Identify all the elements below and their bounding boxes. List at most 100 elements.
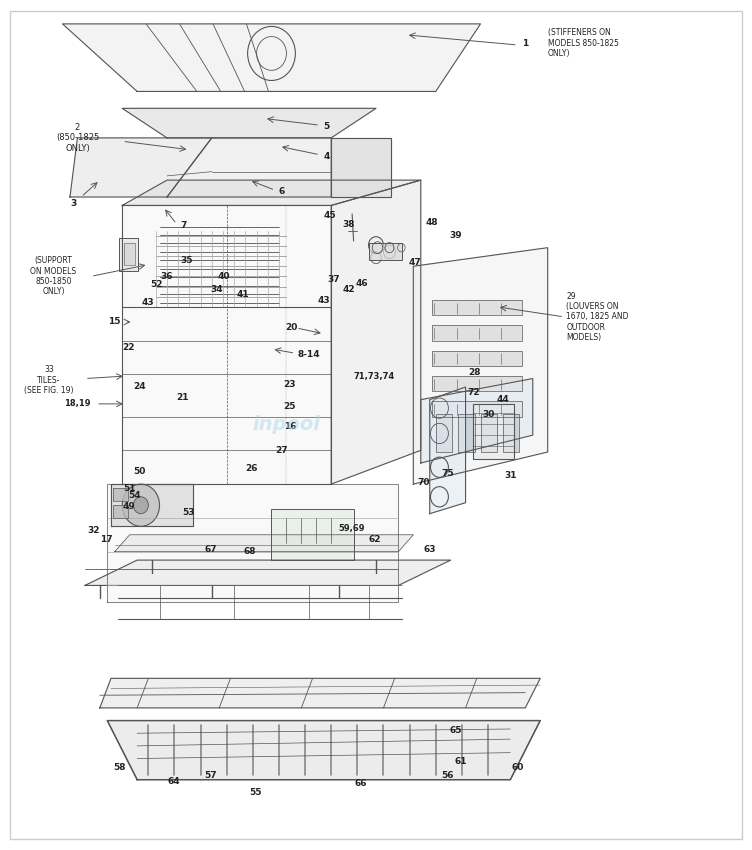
Text: 40: 40 [218,272,230,280]
Text: 41: 41 [236,291,249,299]
Bar [458,414,475,452]
Bar [481,414,497,452]
Text: 58: 58 [114,762,126,772]
Polygon shape [115,535,414,552]
Bar [114,489,128,501]
Text: (STIFFENERS ON
MODELS 850-1825
ONLY): (STIFFENERS ON MODELS 850-1825 ONLY) [547,28,619,58]
Text: 16: 16 [284,422,296,431]
Text: 34: 34 [211,286,223,294]
Text: 23: 23 [284,380,296,389]
Bar [503,414,520,452]
Text: 42: 42 [342,286,355,294]
Circle shape [133,496,148,513]
Text: 72: 72 [468,388,481,398]
Text: 47: 47 [408,258,421,268]
Text: 32: 32 [87,526,100,535]
Text: 63: 63 [423,546,435,554]
Text: 49: 49 [123,502,135,511]
Text: (SUPPORT
ON MODELS
850-1850
ONLY): (SUPPORT ON MODELS 850-1850 ONLY) [31,257,77,297]
Polygon shape [70,138,212,197]
Bar [432,300,522,315]
Text: 5: 5 [324,122,330,132]
Text: 61: 61 [454,756,467,766]
Text: 2
(850-1825
ONLY): 2 (850-1825 ONLY) [56,123,99,153]
Bar [435,414,452,452]
Text: 17: 17 [100,535,113,543]
Bar [503,414,520,452]
Text: 43: 43 [317,296,330,304]
Bar [271,509,353,560]
Text: 20: 20 [285,323,298,332]
Text: 1: 1 [522,39,528,48]
Bar [123,243,135,264]
Bar [368,243,402,260]
Bar [432,326,522,341]
Bar [432,376,522,391]
Text: 25: 25 [284,402,296,411]
Bar [432,376,522,391]
Text: 21: 21 [176,394,189,403]
Text: 37: 37 [328,275,340,284]
Text: 30: 30 [483,411,495,419]
Text: 3: 3 [71,199,77,208]
Polygon shape [429,387,465,513]
Text: 53: 53 [182,508,195,518]
Bar [432,351,522,365]
Text: 39: 39 [449,230,462,240]
Text: 62: 62 [368,535,381,543]
Bar [114,505,128,518]
Text: 15: 15 [108,318,121,326]
Text: 65: 65 [449,726,462,735]
Text: inpool: inpool [253,416,320,434]
Bar [114,489,128,501]
Polygon shape [414,247,547,484]
Text: 8-14: 8-14 [298,350,320,360]
Text: 24: 24 [133,382,146,392]
Polygon shape [123,206,331,484]
Text: 28: 28 [468,368,481,377]
Text: 46: 46 [356,279,368,287]
Bar [123,243,135,264]
Text: 31: 31 [505,471,517,480]
Bar [481,414,497,452]
Bar [473,404,514,459]
Text: 26: 26 [246,464,258,473]
Polygon shape [123,180,421,206]
Circle shape [123,484,159,526]
Text: 66: 66 [355,779,367,789]
Text: 36: 36 [160,272,173,280]
Text: 44: 44 [497,395,510,404]
Bar [271,509,353,560]
Text: 4: 4 [324,152,330,161]
Text: 33
TILES-
(SEE FIG. 19): 33 TILES- (SEE FIG. 19) [24,366,74,395]
Polygon shape [108,721,540,779]
Text: 43: 43 [142,298,155,307]
Text: 45: 45 [324,211,336,220]
Text: 71,73,74: 71,73,74 [353,371,395,381]
Bar [473,404,514,459]
Text: 60: 60 [512,762,524,772]
Polygon shape [331,180,421,484]
Polygon shape [85,560,450,586]
Text: 27: 27 [275,446,288,455]
Text: 18,19: 18,19 [64,400,91,408]
Text: 55: 55 [249,788,262,796]
Bar [432,351,522,365]
Text: 70: 70 [417,478,429,487]
Polygon shape [167,138,331,197]
Text: 7: 7 [180,221,186,230]
Bar [458,414,475,452]
Text: 35: 35 [180,256,193,265]
Text: 54: 54 [129,491,141,501]
Bar [432,300,522,315]
Text: 57: 57 [205,771,217,780]
Text: 50: 50 [134,467,146,476]
Bar [432,326,522,341]
Polygon shape [111,484,193,526]
Text: 38: 38 [342,219,355,229]
Bar [120,237,138,271]
Text: 75: 75 [441,468,454,478]
Bar [368,243,402,260]
Text: 22: 22 [123,343,135,352]
Text: 67: 67 [205,546,217,554]
